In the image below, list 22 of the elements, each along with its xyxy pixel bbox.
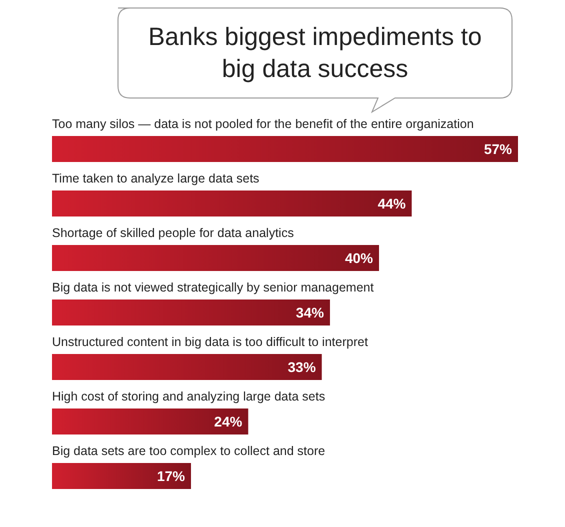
bar	[52, 136, 518, 162]
data-label: 34%	[296, 304, 325, 320]
data-label: 17%	[156, 468, 186, 484]
bar	[52, 300, 330, 326]
y-tick-label: Big data is not viewed strategically by senior management	[52, 280, 374, 294]
bar	[52, 354, 322, 380]
data-label: 44%	[378, 196, 406, 212]
bar	[52, 463, 191, 489]
chart-title: Banks biggest impediments to big data success	[148, 23, 482, 83]
bar	[52, 245, 380, 271]
bar	[52, 190, 412, 216]
y-tick-label: Unstructured content in big data is too difficult to interpret	[52, 335, 368, 349]
data-label: 24%	[214, 414, 243, 430]
y-tick-label: Time taken to analyze large data sets	[52, 172, 260, 186]
data-label: 40%	[344, 250, 374, 266]
y-tick-label: Shortage of skilled people for data analytics	[52, 226, 294, 240]
y-tick-label: High cost of storing and analyzing large data sets	[52, 390, 326, 404]
data-label: 33%	[288, 359, 316, 375]
bar	[52, 408, 248, 434]
y-tick-label: Big data sets are too complex to collect and store	[52, 444, 326, 458]
y-tick-label: Too many silos — data is not pooled for the benefit of the entire organization	[52, 117, 474, 131]
data-label: 57%	[484, 141, 513, 157]
